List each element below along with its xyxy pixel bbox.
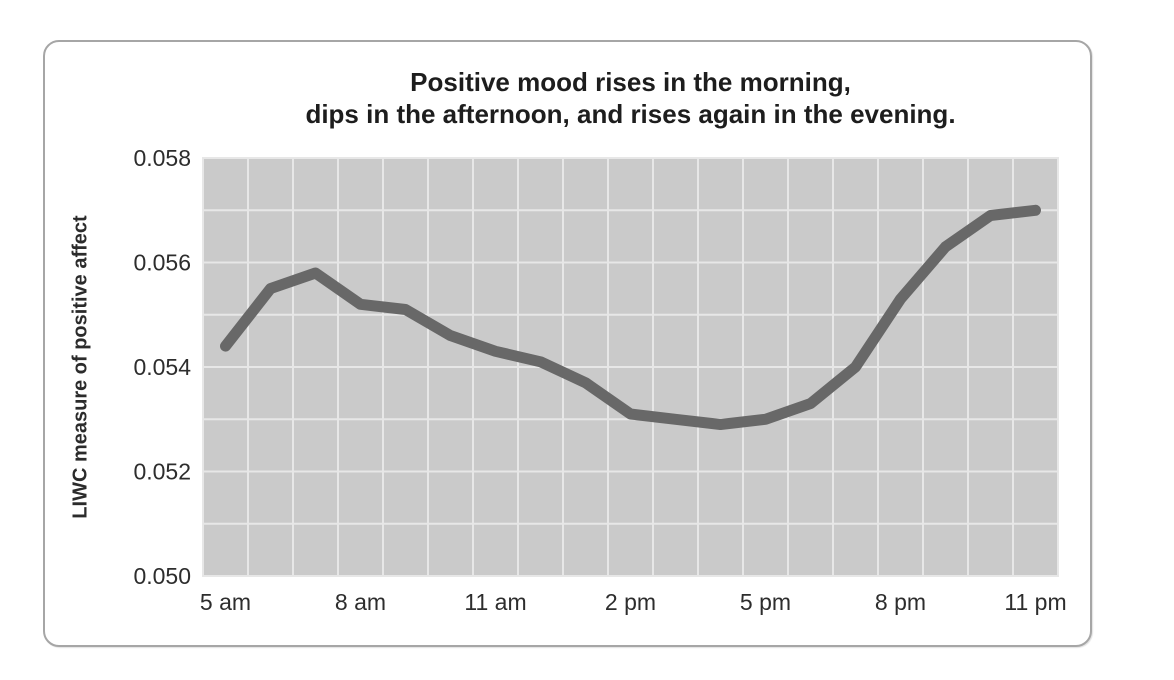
y-tick-label: 0.050 — [133, 563, 191, 589]
x-tick-label: 2 pm — [605, 589, 656, 615]
mood-line-chart: 0.058 0.056 0.054 0.052 0.050 5 am 8 am 11 am 2 … — [133, 145, 1066, 615]
y-tick-label: 0.056 — [133, 250, 191, 276]
x-tick-label: 5 am — [200, 589, 251, 615]
y-tick-label: 0.054 — [133, 354, 191, 380]
y-tick-label: 0.052 — [133, 459, 191, 485]
x-tick-label: 11 pm — [1004, 589, 1066, 615]
x-tick-label: 8 am — [335, 589, 386, 615]
x-tick-label: 8 pm — [875, 589, 926, 615]
x-tick-label: 11 am — [464, 589, 526, 615]
mood-line — [220, 204, 1041, 430]
chart-title-line-1: Positive mood rises in the morning, — [410, 67, 851, 97]
chart-card: Positive mood rises in the morning, dips… — [43, 40, 1092, 647]
x-tick-label: 5 pm — [740, 589, 791, 615]
y-tick-label: 0.058 — [133, 145, 191, 171]
chart-title: Positive mood rises in the morning, dips… — [203, 66, 1058, 130]
chart-title-line-2: dips in the afternoon, and rises again i… — [305, 99, 956, 129]
